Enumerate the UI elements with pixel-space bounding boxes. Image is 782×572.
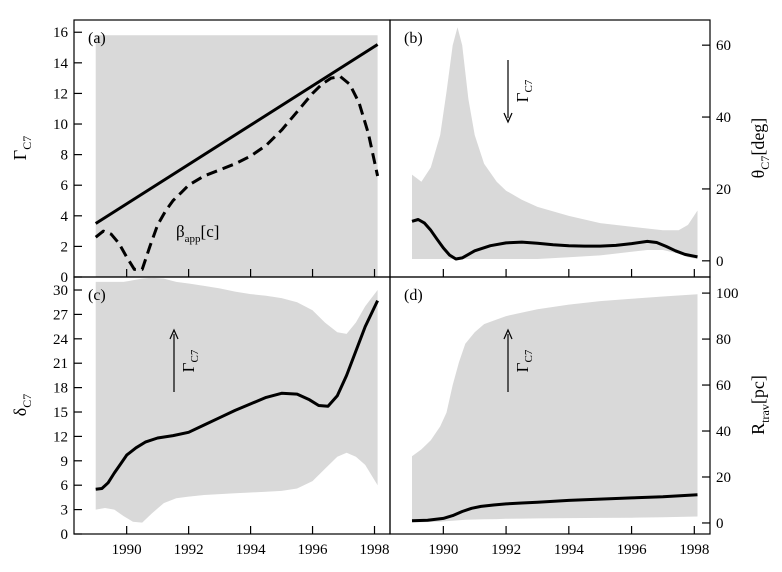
y-axis-title-main: R [748, 423, 768, 435]
direction-arrow-label: ΓC7 [513, 349, 535, 372]
x-tick-label: 1996 [617, 542, 648, 558]
x-tick-label: 1992 [491, 542, 521, 558]
x-tick-label: 1990 [428, 542, 458, 558]
uncertainty-band [412, 294, 698, 523]
y-tick-label: 60 [716, 38, 731, 54]
y-tick-label: 30 [53, 283, 68, 299]
x-tick-label: 1994 [236, 542, 267, 558]
y-tick-label: 4 [61, 209, 69, 225]
subscript: C7 [20, 136, 34, 150]
panel-a: 0 2 4 6 8 10 12 14 16 (a) ΓC7 βapp[c] [10, 19, 391, 286]
plot-area [411, 294, 698, 523]
series-label: βapp[c] [176, 222, 219, 245]
y-axis-title-unit: [pc] [748, 375, 768, 404]
series-label-main: β [176, 222, 185, 241]
y-tick-label: 20 [716, 182, 731, 198]
x-tick-label: 1998 [360, 542, 390, 558]
y-tick-label: 0 [716, 254, 724, 270]
panel-label: (b) [404, 30, 423, 47]
subscript: app [185, 233, 201, 245]
uncertainty-band [95, 277, 378, 523]
y-tick-label: 6 [61, 178, 69, 194]
y-axis-title-unit: [deg] [748, 118, 768, 156]
y-tick-label: 9 [61, 454, 69, 470]
y-tick-label: 40 [716, 424, 731, 440]
y-tick-label: 20 [716, 470, 731, 486]
panel-label: (d) [404, 287, 423, 304]
y-axis-title: ΓC7 [10, 136, 34, 160]
direction-arrow-head [503, 112, 513, 124]
y-tick-label: 16 [53, 25, 69, 41]
series-line [411, 218, 698, 261]
subscript: trav [758, 404, 772, 423]
y-tick-label: 10 [53, 117, 68, 133]
panel-d: 0 20 40 60 80 100 1990 1992 1994 1996 1998 (d) Rtrav… [389, 276, 772, 558]
y-tick-label: 0 [61, 527, 69, 543]
subscript: C7 [189, 349, 201, 362]
direction-arrow-head [169, 328, 179, 340]
direction-arrow-label: ΓC7 [513, 79, 535, 102]
series-line [95, 299, 379, 491]
y-axis-title: δC7 [10, 394, 34, 417]
y-tick-label: 24 [53, 332, 69, 348]
direction-arrow-label: ΓC7 [179, 349, 201, 372]
y-tick-label: 2 [61, 239, 69, 255]
y-tick-label: 6 [61, 478, 69, 494]
y-tick-label: 18 [53, 381, 68, 397]
plot-area [94, 35, 380, 277]
y-axis-title-main: θ [748, 170, 768, 179]
y-tick-label: 12 [53, 429, 68, 445]
arrow-label-main: Γ [513, 92, 532, 102]
y-tick-label: 12 [53, 86, 68, 102]
y-axis-title-main: Γ [10, 150, 30, 160]
x-tick-label: 1990 [112, 542, 142, 558]
y-axis-title-main: δ [10, 408, 30, 416]
panel-label: (c) [88, 287, 106, 304]
y-tick-label: 3 [61, 503, 69, 519]
subscript: C7 [523, 349, 535, 362]
plot-area [95, 277, 379, 523]
subscript: C7 [758, 156, 772, 170]
series-line-dashed [94, 75, 380, 271]
uncertainty-band [95, 35, 378, 277]
y-tick-label: 21 [53, 356, 68, 372]
y-tick-label: 14 [53, 56, 69, 72]
direction-arrow-head [503, 328, 513, 340]
panel-c: 0 3 6 9 12 15 18 21 24 27 30 1990 1992 1994 1996 1998 (c… [10, 276, 391, 558]
x-tick-label: 1998 [679, 542, 709, 558]
y-tick-label: 80 [716, 332, 731, 348]
y-tick-label: 0 [61, 270, 69, 286]
arrow-label-main: Γ [179, 362, 198, 372]
series-label-unit: [c] [201, 222, 220, 241]
plot-area [411, 27, 698, 261]
y-tick-label: 100 [716, 286, 739, 302]
uncertainty-band [412, 27, 698, 260]
y-tick-label: 15 [53, 405, 68, 421]
series-line [94, 43, 379, 225]
arrow-label-main: Γ [513, 362, 532, 372]
panel-frame [389, 276, 711, 535]
panel-label: (a) [88, 30, 106, 47]
y-axis-title: Rtrav[pc] [748, 375, 772, 435]
subscript: C7 [20, 394, 34, 408]
subscript: C7 [523, 79, 535, 92]
y-axis-title: θC7[deg] [748, 118, 772, 179]
x-tick-label: 1994 [554, 542, 585, 558]
x-tick-label: 1992 [174, 542, 204, 558]
y-tick-label: 60 [716, 378, 731, 394]
y-tick-label: 8 [61, 148, 69, 164]
y-tick-label: 40 [716, 110, 731, 126]
y-tick-label: 27 [53, 307, 69, 323]
x-tick-label: 1996 [298, 542, 329, 558]
series-line [411, 493, 698, 523]
y-tick-label: 0 [716, 516, 724, 532]
